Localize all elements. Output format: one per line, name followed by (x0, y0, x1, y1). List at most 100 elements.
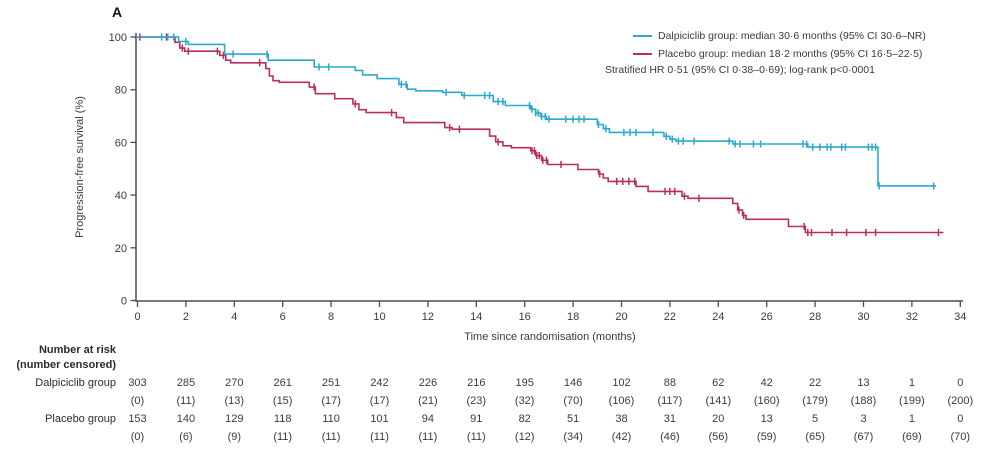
risk-count: 153 (128, 413, 147, 425)
risk-count: 226 (418, 377, 438, 389)
x-tick-label: 34 (954, 311, 966, 323)
km-curve-placebo (136, 36, 944, 234)
panel-label: A (112, 4, 123, 20)
risk-count: 285 (176, 377, 196, 389)
risk-count: 20 (712, 413, 725, 425)
censored-count: (160) (753, 395, 780, 407)
y-tick-label: 100 (109, 32, 127, 44)
x-tick-label: 0 (134, 311, 140, 323)
censored-count: (0) (130, 431, 145, 443)
legend-label-dalpiciclib: Dalpiciclib group: median 30·6 months (9… (658, 30, 926, 42)
censored-count: (11) (370, 431, 389, 443)
x-tick-label: 26 (761, 311, 773, 323)
risk-count: 3 (860, 413, 867, 425)
risk-count: 261 (273, 377, 292, 389)
risk-count: 38 (615, 413, 628, 425)
censored-count: (34) (563, 431, 583, 443)
y-axis-title: Progression-free survival (%) (74, 96, 86, 238)
x-tick-label: 28 (809, 311, 821, 323)
risk-count: 22 (808, 377, 822, 389)
risk-count: 110 (322, 413, 340, 425)
censored-count: (59) (756, 431, 777, 443)
y-tick-label: 0 (121, 296, 127, 308)
risk-count: 0 (957, 413, 964, 425)
risk-count: 101 (370, 413, 389, 425)
risk-count: 140 (176, 413, 196, 425)
risk-count: 5 (812, 413, 819, 425)
censored-count: (56) (708, 431, 729, 443)
legend-entry-dalpiciclib: Dalpiciclib group: median 30·6 months (9… (633, 30, 926, 42)
censored-count: (141) (705, 395, 732, 407)
x-tick-label: 12 (422, 311, 434, 323)
risk-count: 195 (515, 377, 534, 389)
censored-count: (200) (947, 395, 974, 407)
x-tick-label: 6 (280, 311, 286, 323)
censored-count: (188) (850, 395, 877, 407)
risk-count: 82 (518, 413, 531, 425)
censored-count: (11) (176, 395, 196, 407)
risk-count: 42 (760, 377, 773, 389)
y-tick-label: 80 (115, 85, 127, 97)
risk-count: 94 (421, 413, 435, 425)
risk-count: 0 (957, 377, 964, 389)
x-tick-label: 4 (231, 311, 237, 323)
risk-count: 270 (225, 377, 244, 389)
censored-count: (9) (227, 431, 242, 443)
risk-count: 303 (128, 377, 147, 389)
dalpiciclib-line-swatch (633, 35, 652, 37)
censored-count: (42) (611, 431, 632, 443)
censored-count: (17) (321, 395, 341, 407)
censored-count: (17) (369, 395, 390, 407)
risk-count: 13 (760, 413, 773, 425)
censored-count: (65) (805, 431, 825, 443)
risk-count: 242 (370, 377, 389, 389)
censored-count: (0) (130, 395, 145, 407)
risk-count: 102 (612, 377, 631, 389)
x-tick-label: 2 (183, 311, 189, 323)
y-tick-label: 60 (115, 137, 127, 149)
risk-count: 13 (857, 377, 870, 389)
censored-count: (70) (563, 395, 583, 407)
risk-table-header-2: (number censored) (16, 359, 116, 371)
risk-count: 62 (712, 377, 725, 389)
risk-count: 88 (663, 377, 677, 389)
x-tick-label: 16 (519, 311, 531, 323)
x-tick-label: 8 (328, 311, 334, 323)
censored-count: (13) (224, 395, 245, 407)
risk-count: 146 (563, 377, 583, 389)
x-tick-label: 20 (615, 311, 627, 323)
x-axis-title: Time since randomisation (months) (464, 331, 636, 343)
censored-count: (106) (608, 395, 635, 407)
risk-count: 129 (225, 413, 244, 425)
legend-entry-placebo: Placebo group: median 18·2 months (95% C… (633, 48, 922, 60)
censored-count: (69) (902, 431, 922, 443)
censored-count: (46) (660, 431, 680, 443)
x-tick-label: 30 (857, 311, 869, 323)
censored-count: (12) (514, 431, 535, 443)
censored-count: (179) (802, 395, 828, 407)
x-tick-label: 24 (712, 311, 724, 323)
risk-table-header-1: Number at risk (38, 344, 116, 356)
censored-count: (21) (418, 395, 438, 407)
risk-row-label-placebo: Placebo group (45, 413, 116, 425)
risk-count: 91 (470, 413, 483, 425)
censored-count: (23) (466, 395, 487, 407)
risk-count: 251 (321, 377, 341, 389)
censored-count: (6) (179, 431, 193, 443)
risk-count: 1 (908, 413, 915, 425)
censored-count: (11) (321, 431, 341, 443)
x-tick-label: 10 (373, 311, 385, 323)
x-tick-label: 14 (470, 311, 482, 323)
x-tick-label: 32 (906, 311, 918, 323)
placebo-line-swatch (633, 52, 652, 55)
censored-count: (199) (899, 395, 925, 407)
y-tick-label: 20 (115, 243, 127, 255)
risk-count: 216 (467, 377, 486, 389)
censored-count: (67) (853, 431, 874, 443)
censored-count: (11) (418, 431, 438, 443)
km-curve-dalpiciclib (136, 36, 937, 187)
censored-count: (11) (273, 431, 293, 443)
risk-count: 31 (663, 413, 677, 425)
